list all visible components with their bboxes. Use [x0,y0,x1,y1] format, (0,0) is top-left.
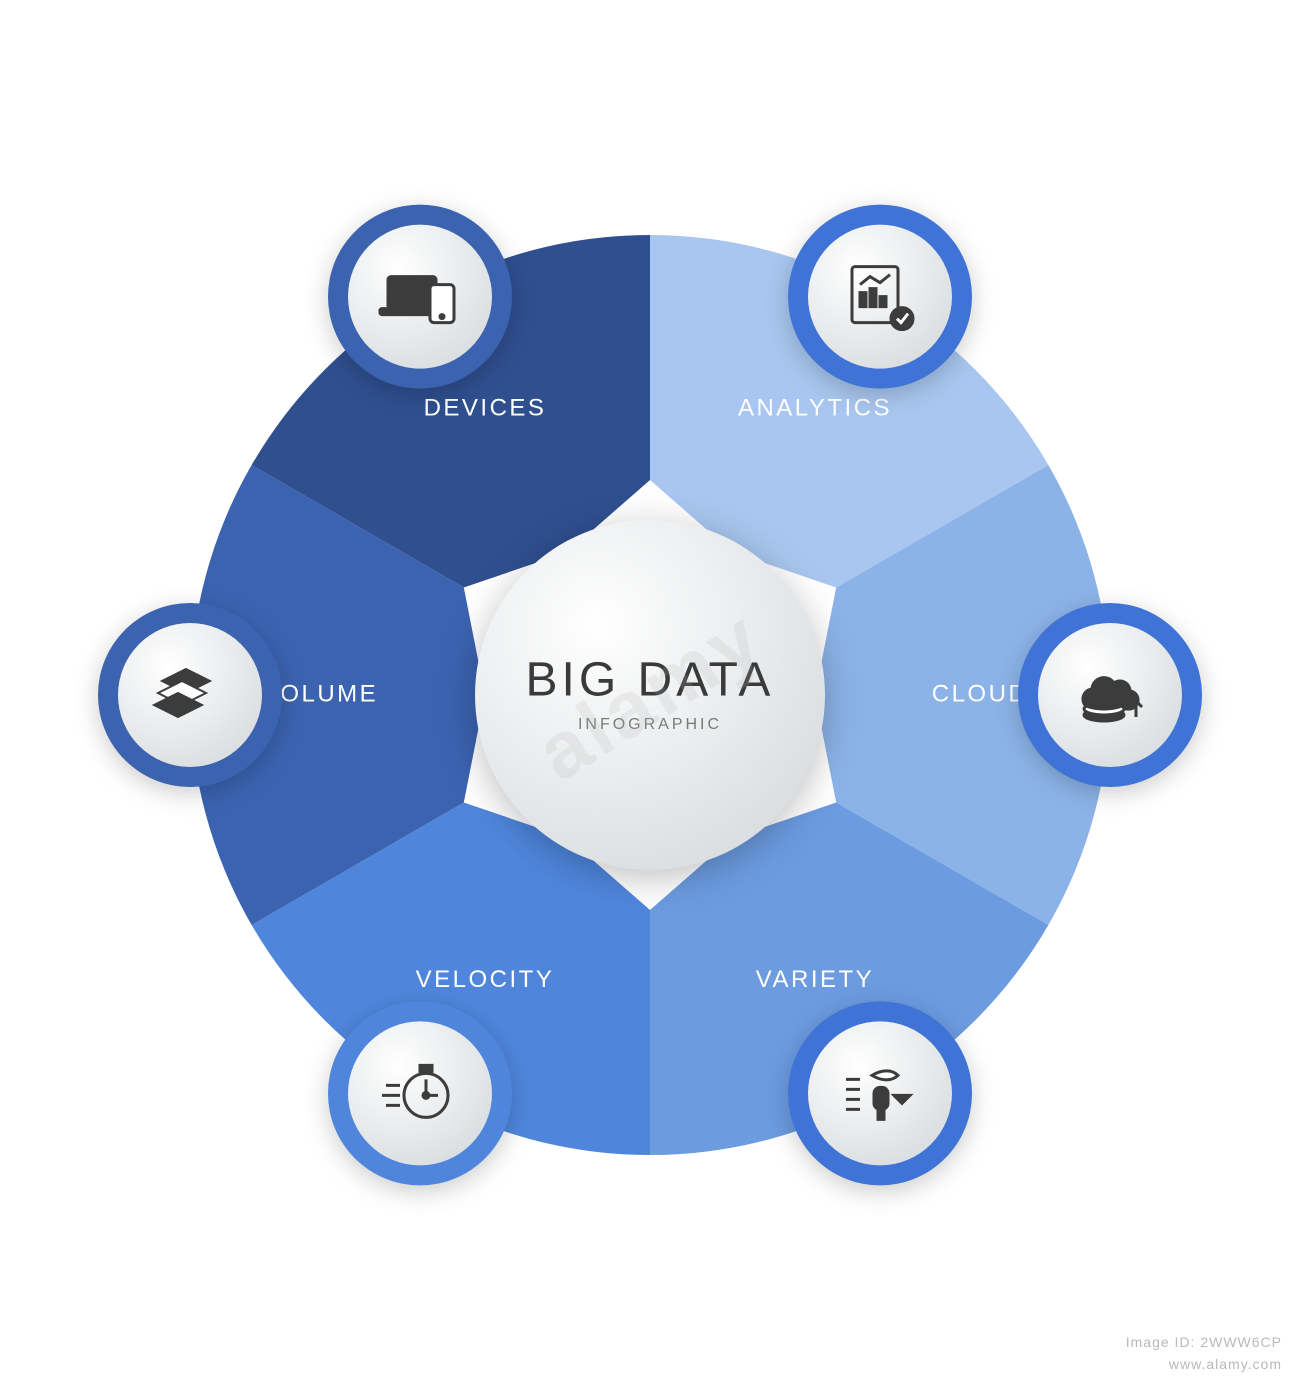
badge-cloud [1018,603,1202,787]
badge-devices [328,205,512,389]
center-hub: BIG DATA INFOGRAPHIC [475,520,825,870]
segment-label-analytics: ANALYTICS [738,395,892,422]
watermark-id: Image ID: 2WWW6CP [1126,1334,1282,1350]
devices-icon [380,277,454,323]
badge-volume [98,603,282,787]
segment-label-variety: VARIETY [756,966,874,993]
infographic-svg: DEVICESANALYTICSCLOUDVARIETYVELOCITYVOLU… [0,0,1300,1390]
badge-variety [788,1001,972,1185]
infographic-stage: DEVICESANALYTICSCLOUDVARIETYVELOCITYVOLU… [0,0,1300,1390]
badge-velocity [328,1001,512,1185]
badge-inner [348,1021,492,1165]
watermark-url: www.alamy.com [1169,1356,1282,1372]
segment-label-devices: DEVICES [424,395,547,422]
center-title: BIG DATA [526,654,775,707]
center-subtitle: INFOGRAPHIC [578,716,722,733]
segment-label-velocity: VELOCITY [416,966,555,993]
segment-label-cloud: CLOUD [932,680,1029,707]
badge-analytics [788,205,972,389]
